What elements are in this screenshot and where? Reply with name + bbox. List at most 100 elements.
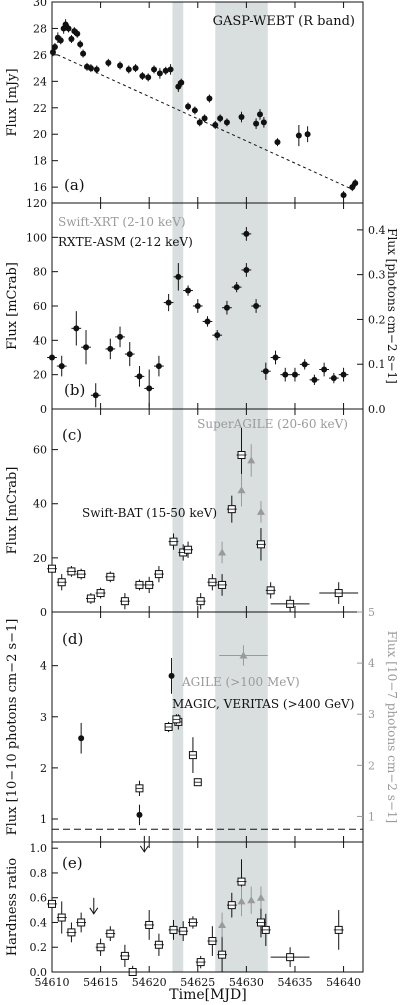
data-point [256,893,265,901]
data-point [260,119,267,126]
data-point [256,507,265,515]
shaded-time-bands [172,2,268,972]
y-tick-label: 18 [33,155,47,168]
data-marks [47,19,363,976]
right-y-tick-label: 4 [368,657,375,670]
y-tick-label: 4 [40,660,47,673]
y-tick-label: 1 [40,813,47,826]
data-point [151,66,158,73]
data-point [247,896,256,904]
x-tick-label: 54615 [83,976,118,989]
y-tick-label: 40 [33,334,47,347]
y-tick-label: 28 [33,22,47,35]
data-point [105,59,112,66]
data-point [156,70,163,77]
y-tick-label: 0.8 [30,867,48,880]
data-point [145,74,152,81]
x-axis-title: Time[MJD] [169,987,246,1003]
x-tick-label: 54630 [229,976,264,989]
y-tick-label: 30 [33,0,47,9]
upper-limit-arrowhead [89,907,99,915]
magic-label: MAGIC, VERITAS (>400 GeV) [172,697,354,711]
panel-frame [51,841,364,973]
data-point [87,65,94,72]
x-tick-label: 54610 [35,976,70,989]
data-point [262,368,269,375]
data-point [223,304,230,311]
y-tick-label: 100 [26,231,47,244]
data-point [295,132,302,139]
y-tick-label: 60 [33,300,47,313]
right-y-tick-label: 0.2 [368,313,386,326]
y-tick-label: 0.4 [30,916,48,929]
y-tick-label: 20 [33,369,47,382]
data-point [92,392,99,399]
data-point [165,299,172,306]
panel-frame [51,611,364,843]
data-point [136,373,143,380]
data-point [214,332,221,339]
right-y-tick-label: 1 [368,810,375,823]
y-tick-label: 0 [40,403,47,416]
data-point [330,375,337,382]
data-point [93,66,100,73]
data-point [194,303,201,309]
panel-e-tag: (e) [62,854,83,872]
y-axis-title: Flux [mJy] [5,68,20,136]
panel-a-tag: (a) [64,176,85,194]
data-point [243,266,250,273]
data-point [218,548,227,556]
y-tick-label: 0.0 [30,966,48,979]
data-point [178,79,185,86]
data-point [49,354,55,361]
data-point [243,230,250,237]
data-point [237,486,246,494]
data-point [272,354,279,361]
data-point [136,811,143,818]
data-point [185,287,192,294]
y-axis-title: Flux [mCrab] [5,467,20,555]
data-point [73,325,80,332]
data-point [340,192,347,199]
data-point [175,273,182,280]
data-point [340,371,347,378]
superagile-label: SuperAGILE (20-60 keV) [197,417,348,431]
data-point [239,651,248,659]
data-point [117,62,124,69]
data-point [256,111,263,118]
data-point [68,36,75,43]
y-axis-title: Flux [10−10 photons cm−2 s−1] [5,619,20,836]
right-y-axis-title: Flux [photons cm−2 s−1] [385,228,399,384]
data-point [311,376,318,383]
y-tick-label: 120 [26,197,47,210]
bat-label: Swift-BAT (15-50 keV) [82,506,217,520]
shaded-band [172,2,184,972]
right-y-tick-label: 0.4 [368,224,386,237]
y-tick-label: 80 [33,266,47,279]
y-tick-label: 60 [33,444,47,457]
y-tick-label: 1.0 [30,842,48,855]
data-point [321,366,328,373]
data-point [185,103,192,110]
y-tick-label: 0.2 [30,941,48,954]
data-point [204,318,211,325]
xrt-label: Swift-XRT (2-10 keV) [58,215,186,229]
data-point [196,119,203,126]
data-point [191,107,198,114]
right-y-axis-title: Flux [10−7 photons cm−2 s−1] [385,631,399,823]
data-point [217,115,224,122]
data-point [237,897,246,905]
data-point [155,363,162,370]
agile-label: AGILE (>100 MeV) [181,675,300,689]
data-point [223,119,230,126]
x-tick-label: 54640 [326,976,361,989]
right-y-tick-label: 2 [368,759,375,772]
y-tick-label: 26 [33,49,47,62]
upper-limit-arrowhead [139,845,149,853]
data-point [74,30,81,37]
data-point [253,303,260,309]
panel-d-tag: (d) [62,630,83,648]
trend-line [51,51,354,191]
y-tick-label: 0 [40,606,47,619]
